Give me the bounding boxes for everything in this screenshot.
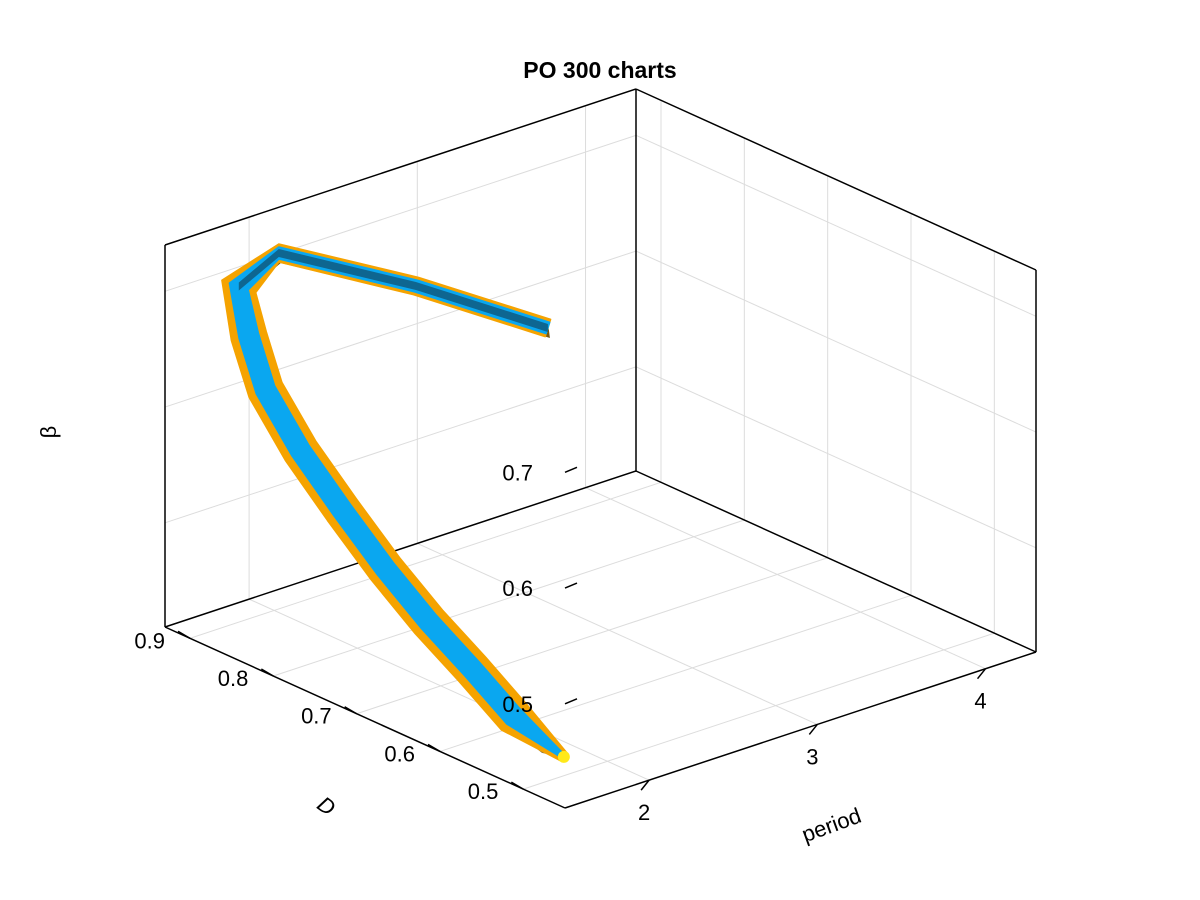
chart-title: PO 300 charts bbox=[523, 57, 676, 83]
y-axis-label: D bbox=[313, 791, 341, 821]
z-tick-label: 0.7 bbox=[502, 460, 533, 485]
grid-line-floor-d bbox=[273, 519, 745, 677]
y-tick-label: 0.5 bbox=[468, 779, 499, 804]
tick-labels: 2 3 4 0.5 0.6 0.7 0.8 0.9 0.5 0.6 0.7 bbox=[134, 460, 986, 825]
z-tick-mark bbox=[564, 582, 578, 589]
z-axis-label: β bbox=[36, 426, 61, 439]
y-tick-mark bbox=[260, 668, 274, 677]
grid-line-floor-d bbox=[189, 481, 662, 639]
z-tick-mark bbox=[564, 466, 578, 473]
y-tick-label: 0.8 bbox=[218, 666, 249, 691]
x-tick-label: 3 bbox=[806, 744, 818, 769]
frame-edge bbox=[564, 651, 1037, 809]
surface-crest-shade bbox=[238, 249, 548, 332]
grid-line-floor-d bbox=[356, 557, 828, 715]
y-tick-label: 0.7 bbox=[301, 704, 332, 729]
x-tick-label: 4 bbox=[974, 689, 986, 714]
grid-line-floor-period bbox=[417, 542, 818, 725]
y-tick-label: 0.9 bbox=[134, 628, 165, 653]
grid-line-sidewall-beta bbox=[635, 366, 1037, 549]
frame-edge bbox=[635, 470, 1037, 653]
grid-line-sidewall-beta bbox=[635, 250, 1037, 433]
grid-line-floor-d bbox=[523, 632, 995, 790]
z-tick-mark bbox=[564, 698, 578, 705]
frame-edge bbox=[164, 626, 566, 809]
x-tick-mark bbox=[976, 668, 987, 680]
z-tick-label: 0.5 bbox=[502, 692, 533, 717]
y-tick-mark bbox=[510, 781, 524, 790]
grid-line-floor-period bbox=[248, 598, 650, 781]
frame-edge bbox=[164, 470, 637, 628]
start-point-marker bbox=[557, 750, 570, 763]
grid-line-sidewall-beta bbox=[635, 134, 1037, 317]
grid-line-backwall-beta bbox=[164, 366, 637, 524]
x-axis-label: period bbox=[798, 803, 864, 847]
x-tick-mark bbox=[640, 779, 650, 791]
axes-frame bbox=[164, 88, 1037, 809]
y-tick-mark bbox=[177, 630, 191, 639]
surface-ribbon bbox=[221, 243, 570, 763]
z-tick-label: 0.6 bbox=[502, 576, 533, 601]
y-tick-mark bbox=[344, 706, 358, 715]
y-tick-mark bbox=[427, 743, 441, 753]
surface-inner-band bbox=[228, 246, 566, 760]
grid-line-floor-period bbox=[585, 487, 986, 670]
grid-lines bbox=[164, 100, 1037, 790]
x-tick-mark bbox=[808, 723, 818, 735]
frame-edge bbox=[164, 88, 637, 246]
y-tick-label: 0.6 bbox=[384, 741, 415, 766]
grid-line-backwall-beta bbox=[164, 134, 637, 292]
surface-edge-band bbox=[221, 243, 568, 762]
frame-edge bbox=[635, 88, 1037, 271]
x-tick-label: 2 bbox=[638, 800, 650, 825]
